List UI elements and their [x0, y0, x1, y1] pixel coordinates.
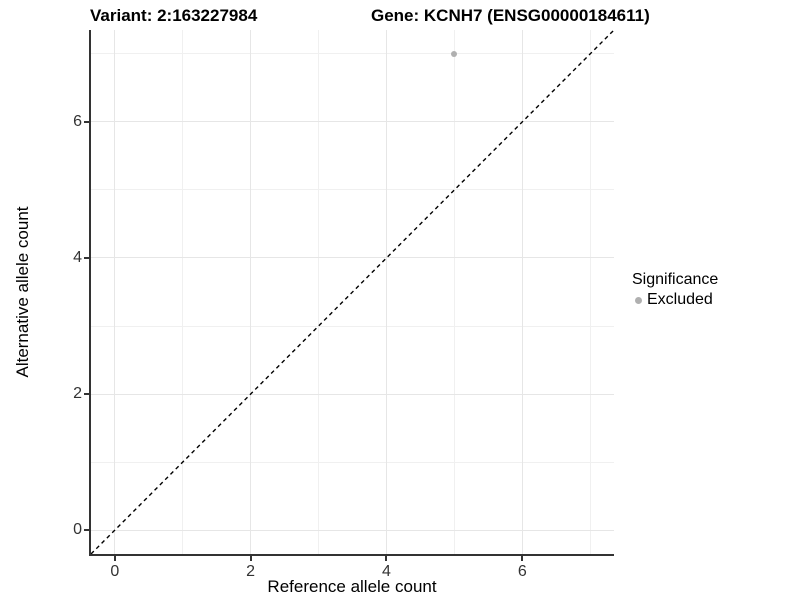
- gridline-y-major: [91, 529, 614, 531]
- gridline-x-minor: [318, 30, 320, 554]
- y-axis-line: [89, 30, 91, 556]
- y-tick-label: 0: [73, 521, 82, 539]
- x-tick-mark: [113, 556, 116, 561]
- gridline-y-major: [91, 393, 614, 395]
- x-tick-label: 0: [110, 563, 120, 580]
- gridline-x-minor: [453, 30, 455, 554]
- plot-title-variant: Variant: 2:163227984: [90, 6, 258, 25]
- legend-title: Significance: [632, 271, 719, 288]
- gridline-x-minor: [182, 30, 184, 554]
- plot-panel: [90, 29, 615, 555]
- plot-title-gene: Gene: KCNH7 (ENSG00000184611): [371, 6, 650, 25]
- y-tick-label: 2: [73, 385, 82, 403]
- gridline-x-major: [250, 30, 252, 554]
- gridline-y-minor: [91, 53, 614, 55]
- excluded-point-marker-icon: [635, 296, 642, 304]
- x-axis-line: [89, 554, 614, 556]
- gridline-x-major: [521, 30, 523, 554]
- legend-item-excluded: Excluded: [632, 291, 718, 309]
- x-tick-mark: [521, 556, 524, 561]
- identity-dashed-line: [90, 29, 615, 555]
- y-tick-label: 4: [73, 248, 82, 266]
- gridline-x-major: [114, 30, 116, 554]
- y-tick-mark: [84, 393, 89, 396]
- x-tick-label: 2: [246, 563, 256, 580]
- gridline-x-major: [385, 30, 387, 554]
- x-tick-label: 4: [382, 563, 391, 580]
- gridline-y-major: [91, 121, 614, 123]
- legend-item-label: Excluded: [647, 291, 713, 308]
- legend: Significance Excluded: [632, 270, 718, 309]
- y-tick-mark: [84, 529, 89, 532]
- x-axis-title: Reference allele count: [267, 577, 437, 596]
- gridline-y-minor: [91, 461, 614, 463]
- gridline-y-minor: [91, 325, 614, 327]
- y-axis-title: Alternative allele count: [13, 206, 32, 378]
- x-tick-label: 6: [517, 563, 527, 580]
- gridline-x-minor: [589, 30, 591, 554]
- data-point-excluded: [451, 50, 458, 57]
- x-tick-mark: [385, 556, 388, 561]
- gridline-y-minor: [91, 189, 614, 191]
- y-tick-mark: [84, 256, 89, 259]
- x-tick-mark: [249, 556, 252, 561]
- y-tick-mark: [84, 120, 89, 123]
- gridline-y-major: [91, 257, 614, 259]
- y-tick-label: 6: [73, 112, 82, 130]
